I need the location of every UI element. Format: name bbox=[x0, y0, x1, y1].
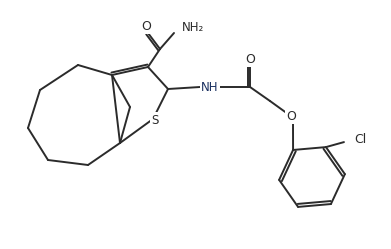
Text: NH: NH bbox=[201, 80, 219, 94]
Text: Cl: Cl bbox=[354, 132, 366, 146]
Text: NH₂: NH₂ bbox=[182, 20, 204, 34]
Text: O: O bbox=[286, 110, 296, 123]
Text: O: O bbox=[141, 19, 151, 33]
Text: O: O bbox=[245, 53, 255, 65]
Text: S: S bbox=[151, 114, 159, 126]
